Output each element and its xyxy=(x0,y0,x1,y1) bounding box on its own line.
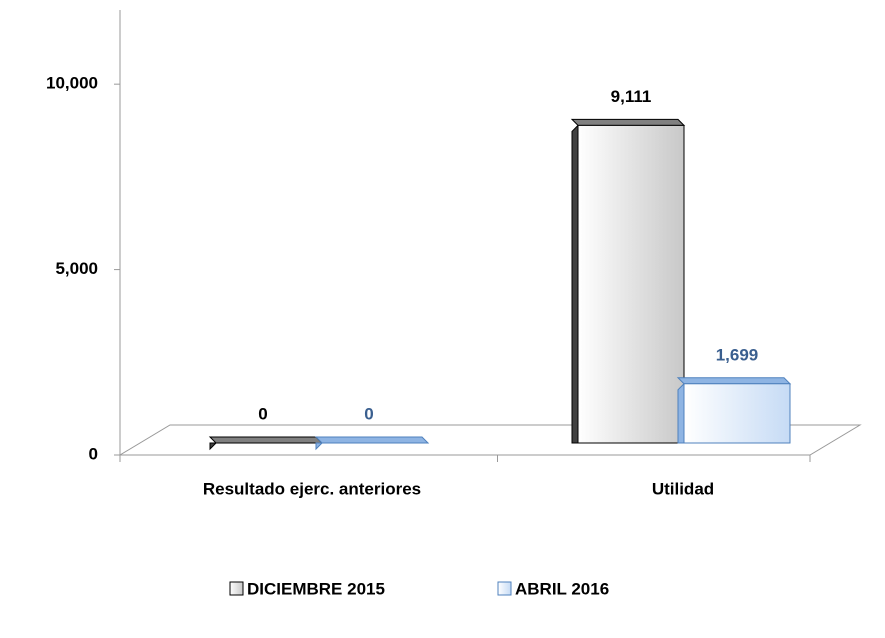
bar xyxy=(684,384,790,443)
x-tick-label: Resultado ejerc. anteriores xyxy=(203,479,421,498)
legend-swatch xyxy=(498,582,511,595)
x-tick-label: Utilidad xyxy=(652,479,714,498)
bar xyxy=(578,125,684,443)
bar-top xyxy=(316,437,428,443)
bar-side xyxy=(678,384,684,443)
y-tick-label: 10,000 xyxy=(46,74,98,93)
bar-top xyxy=(210,437,322,443)
bar-top xyxy=(572,119,684,125)
y-tick-label: 5,000 xyxy=(55,259,98,278)
value-label: 1,699 xyxy=(716,345,759,364)
value-label: 0 xyxy=(258,404,267,423)
legend-label: ABRIL 2016 xyxy=(515,579,609,598)
legend-label: DICIEMBRE 2015 xyxy=(247,579,385,598)
value-label: 9,111 xyxy=(611,87,652,106)
legend-swatch xyxy=(230,582,243,595)
value-label: 0 xyxy=(364,404,373,423)
bar-side xyxy=(572,125,578,443)
bar-top xyxy=(678,378,790,384)
y-tick-label: 0 xyxy=(89,444,98,463)
